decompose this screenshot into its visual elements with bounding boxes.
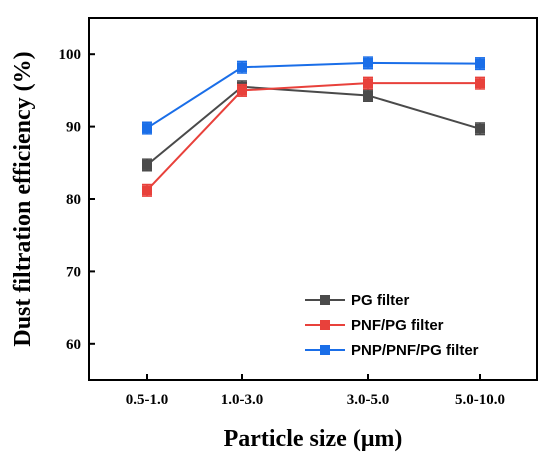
legend-label: PNF/PG filter (351, 317, 444, 334)
data-point (475, 78, 485, 89)
data-point (237, 85, 247, 96)
x-tick-label: 5.0-10.0 (455, 392, 505, 408)
legend-marker (320, 295, 330, 305)
data-point (142, 185, 152, 196)
y-tick-label: 60 (66, 337, 81, 353)
data-point (363, 78, 373, 89)
y-tick-label: 90 (66, 120, 81, 136)
series-3 (142, 56, 485, 135)
data-point (142, 159, 152, 170)
x-axis: 0.5-1.0 1.0-3.0 3.0-5.0 5.0-10.0 (126, 374, 505, 408)
legend-item: PNF/PG filter (305, 317, 444, 334)
series-line (146, 85, 481, 166)
x-tick-label: 0.5-1.0 (126, 392, 169, 408)
legend-label: PNP/PNF/PG filter (351, 342, 479, 359)
legend-item: PG filter (305, 292, 410, 309)
legend-label: PG filter (351, 292, 410, 309)
data-point (237, 62, 247, 73)
series-2 (142, 76, 485, 197)
x-axis-title: Particle size (μm) (224, 426, 403, 452)
data-point (142, 123, 152, 134)
y-axis-title: Dust filtration efficiency (%) (10, 51, 36, 346)
series-1 (142, 80, 485, 172)
legend-marker (320, 345, 330, 355)
legend: PG filter PNF/PG filter PNP/PNF/PG filter (305, 292, 479, 359)
y-axis: 60 70 80 90 100 (59, 47, 95, 353)
series-line (146, 61, 481, 129)
data-point (363, 57, 373, 68)
x-tick-label: 3.0-5.0 (347, 392, 390, 408)
x-tick-label: 1.0-3.0 (221, 392, 264, 408)
y-tick-label: 70 (66, 264, 81, 280)
legend-item: PNP/PNF/PG filter (305, 342, 479, 359)
data-point (475, 123, 485, 134)
y-tick-label: 80 (66, 192, 81, 208)
y-tick-label: 100 (59, 47, 82, 63)
legend-marker (320, 320, 330, 330)
data-point (363, 90, 373, 101)
series-layer (142, 56, 485, 197)
data-point (475, 58, 485, 69)
series-line (146, 82, 480, 192)
